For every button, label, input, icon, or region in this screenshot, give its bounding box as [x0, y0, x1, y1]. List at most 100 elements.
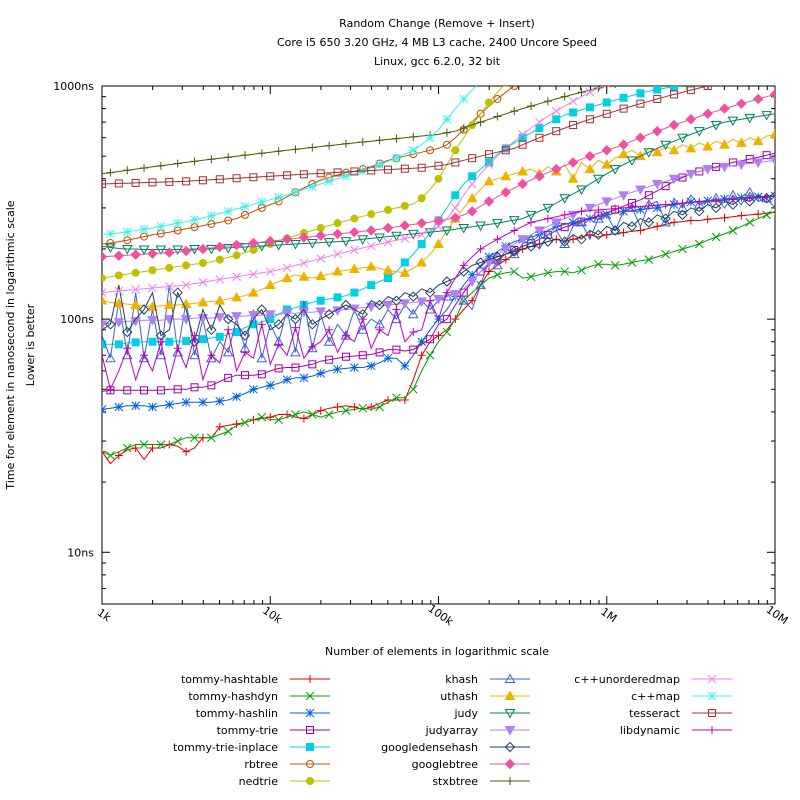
data-point — [382, 264, 394, 275]
data-point — [434, 161, 443, 170]
data-point — [644, 201, 653, 210]
data-point — [198, 176, 207, 185]
data-point — [643, 148, 655, 158]
data-point — [585, 87, 595, 97]
data-point — [433, 295, 444, 305]
data-point — [102, 447, 106, 456]
data-point — [333, 168, 342, 177]
data-point — [298, 271, 310, 281]
data-point — [408, 291, 419, 302]
data-point — [535, 117, 544, 127]
data-point — [324, 176, 334, 186]
data-point — [484, 158, 493, 167]
data-point — [493, 112, 502, 121]
data-point — [484, 160, 494, 169]
data-point — [173, 218, 183, 228]
data-point — [677, 202, 688, 212]
data-point — [408, 145, 418, 155]
data-point — [325, 355, 334, 364]
legend-swatch-marker — [708, 709, 716, 717]
legend-swatch-marker — [504, 758, 516, 770]
data-point — [197, 243, 209, 255]
data-point — [264, 279, 276, 290]
data-point — [601, 197, 613, 207]
data-point — [102, 288, 107, 297]
data-point — [710, 202, 722, 214]
data-point — [677, 209, 688, 221]
data-point — [442, 128, 451, 137]
legend-label: tommy-trie-inplace — [173, 741, 278, 754]
data-point — [214, 241, 225, 253]
data-point — [466, 277, 478, 288]
data-point — [165, 177, 174, 186]
data-point — [392, 134, 401, 143]
data-point — [500, 244, 512, 255]
data-point — [291, 363, 300, 372]
data-point — [391, 231, 402, 242]
data-point — [315, 230, 326, 241]
data-point — [365, 261, 377, 271]
data-point — [517, 235, 528, 245]
data-point — [231, 291, 242, 302]
data-point — [206, 244, 217, 255]
data-point — [298, 232, 310, 243]
data-point — [686, 216, 695, 225]
chart-title-line-2: Core i5 650 3.20 GHz, 4 MB L3 cache, 240… — [277, 36, 597, 49]
data-point — [375, 402, 384, 412]
data-point — [341, 352, 350, 361]
data-point — [299, 258, 309, 268]
data-point — [189, 349, 200, 360]
data-point — [459, 94, 469, 104]
data-point — [102, 405, 107, 414]
data-point — [105, 352, 116, 363]
data-point — [736, 98, 747, 109]
series-googlebtree — [102, 89, 775, 263]
data-point — [517, 165, 528, 176]
data-point — [140, 351, 149, 360]
data-point — [215, 175, 224, 184]
data-point — [407, 229, 419, 240]
data-point — [306, 239, 318, 249]
data-point — [660, 140, 671, 151]
data-point — [273, 319, 284, 330]
data-point — [635, 185, 646, 195]
data-point — [651, 146, 663, 157]
data-point — [661, 182, 670, 191]
series-line-rbtree — [102, 86, 516, 245]
legend-swatch-marker — [306, 726, 314, 734]
data-point — [585, 115, 594, 124]
data-point — [752, 93, 764, 105]
data-point — [257, 370, 266, 379]
data-point — [148, 178, 157, 187]
data-point — [467, 270, 477, 280]
data-point — [593, 259, 603, 269]
data-point — [382, 222, 394, 234]
data-point — [323, 238, 335, 248]
data-point — [627, 203, 636, 212]
data-point — [577, 88, 586, 97]
data-point — [274, 340, 283, 349]
data-point — [610, 261, 620, 270]
data-point — [584, 203, 596, 214]
data-point — [131, 178, 140, 187]
data-point — [450, 212, 461, 224]
data-point — [207, 433, 216, 443]
data-point — [745, 218, 755, 227]
data-point — [458, 223, 470, 234]
data-point — [240, 202, 250, 211]
y-tick-label: 100ns — [60, 313, 94, 326]
data-point — [264, 310, 276, 320]
data-point — [131, 444, 140, 453]
data-point — [214, 313, 226, 323]
data-point — [434, 331, 443, 340]
data-point — [375, 348, 384, 357]
data-point — [527, 218, 536, 227]
data-point — [215, 332, 224, 341]
data-point — [357, 235, 369, 245]
data-point — [325, 325, 334, 334]
data-point — [333, 364, 342, 374]
data-point — [367, 166, 376, 175]
data-point — [550, 218, 562, 228]
data-point — [138, 245, 150, 255]
data-point — [130, 317, 142, 327]
